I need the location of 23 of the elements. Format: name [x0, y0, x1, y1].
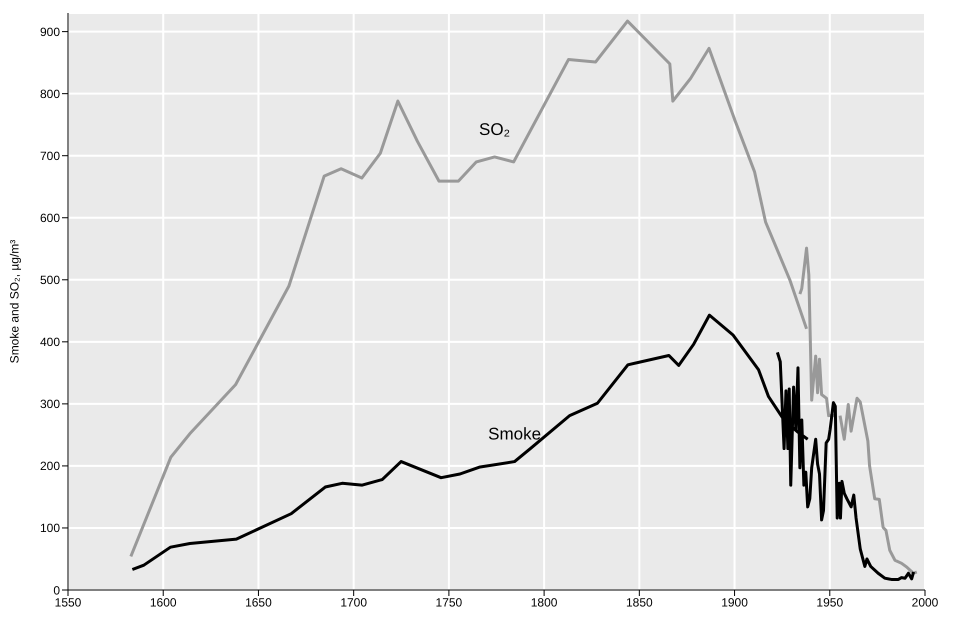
y-tick-label: 400	[40, 335, 60, 350]
series-label: Smoke	[488, 424, 542, 444]
y-tick-label: 300	[40, 397, 60, 412]
x-tick-label: 1950	[816, 596, 844, 610]
series-label: SO₂	[479, 120, 510, 139]
y-tick-label: 800	[40, 86, 60, 101]
x-tick-label: 1750	[436, 596, 463, 610]
y-axis-title: Smoke and SO₂, µg/m³	[7, 240, 22, 364]
y-tick-label: 100	[40, 521, 60, 536]
x-tick-label: 1600	[150, 596, 177, 610]
x-tick-label: 1900	[721, 596, 748, 610]
x-tick-label: 1700	[340, 596, 368, 610]
y-tick-label: 0	[53, 583, 60, 598]
x-tick-label: 1800	[530, 596, 558, 610]
y-tick-label: 700	[40, 148, 60, 163]
y-tick-label: 900	[40, 24, 60, 39]
x-tick-label: 1550	[54, 596, 82, 610]
x-tick-label: 1650	[245, 596, 272, 610]
y-tick-label: 200	[40, 459, 60, 474]
x-tick-label: 1850	[626, 596, 654, 610]
x-tick-label: 2000	[912, 596, 939, 610]
y-tick-label: 600	[40, 211, 60, 225]
y-tick-label: 500	[40, 273, 60, 288]
